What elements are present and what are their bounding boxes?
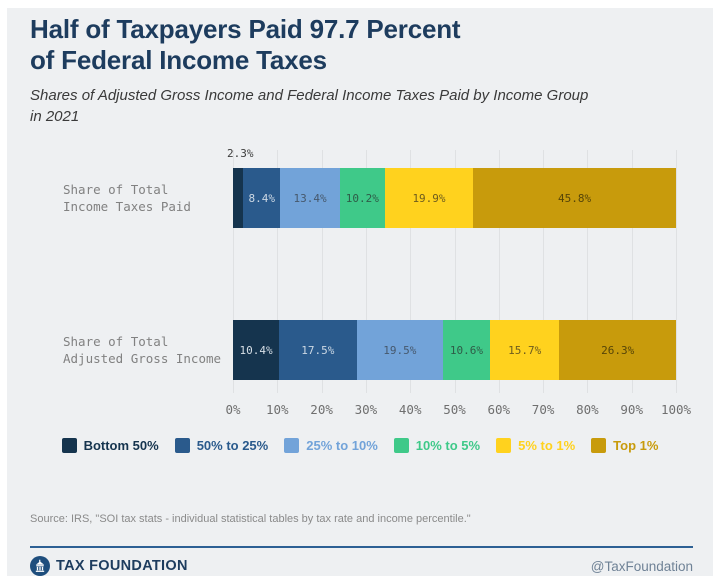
segment-value-label: 26.3% (601, 343, 635, 357)
gridline (631, 150, 633, 393)
gridline (676, 150, 677, 393)
segment-value-label: 13.4% (293, 191, 327, 205)
bar-segment: 45.8% (473, 168, 676, 228)
legend-label: 10% to 5% (415, 438, 481, 453)
gridline (410, 150, 412, 393)
bar-segment: 17.5% (279, 320, 357, 380)
footer: TAX FOUNDATION @TaxFoundation (30, 553, 693, 576)
gridline (454, 150, 456, 393)
bar-segment: 19.9% (384, 168, 474, 228)
x-axis-tick-label: 70% (531, 402, 555, 417)
x-axis-tick-label: 40% (398, 402, 422, 417)
x-axis-tick-label: 60% (487, 402, 511, 417)
x-axis-tick-label: 80% (576, 402, 599, 417)
bar-segment (233, 168, 244, 228)
twitter-handle: @TaxFoundation (590, 558, 693, 574)
legend-label: Bottom 50% (83, 438, 159, 453)
legend-label: 50% to 25% (196, 438, 269, 453)
legend-swatch (591, 438, 607, 453)
bar-segment: 8.4% (243, 168, 281, 228)
gridline (277, 150, 279, 393)
legend-item: 5% to 1% (496, 438, 575, 453)
bar-segment: 15.7% (489, 320, 560, 380)
chart-subtitle: Shares of Adjusted Gross Income and Fede… (30, 87, 589, 125)
x-axis-tick-label: 10% (266, 402, 289, 417)
segment-value-label: 19.5% (383, 343, 417, 357)
gridline (543, 150, 545, 393)
bar-segment: 26.3% (559, 320, 676, 380)
bar-segment: 10.4% (233, 320, 280, 380)
legend-label: Top 1% (613, 438, 659, 453)
segment-value-label: 19.9% (412, 191, 446, 205)
x-axis-tick-label: 90% (620, 402, 643, 417)
infographic-card: Half of Taxpayers Paid 97.7 Percent of F… (7, 8, 713, 576)
gridline (498, 150, 500, 393)
brand-name: TAX FOUNDATION (56, 558, 188, 574)
legend-item: 10% to 5% (393, 438, 481, 453)
gridline (321, 150, 323, 393)
segment-value-label: 45.8% (557, 191, 592, 205)
legend-item: 25% to 10% (284, 438, 378, 453)
x-axis-tick-label: 100% (660, 402, 692, 417)
segment-value-label: 15.7% (508, 343, 542, 357)
gridline (587, 150, 589, 393)
category-label: Share of Total Adjusted Gross Income (63, 334, 222, 366)
legend-item: 50% to 25% (174, 438, 269, 453)
source-note: Source: IRS, "SOI tax stats - individual… (30, 513, 471, 525)
segment-value-label: 10.4% (239, 343, 273, 357)
x-axis-tick-label: 20% (310, 402, 333, 417)
legend-swatch (393, 438, 409, 453)
legend-swatch (284, 438, 300, 453)
chart-legend: Bottom 50% 50% to 25% 25% to 10% 10% to 5% 5… (7, 438, 713, 453)
gridline (233, 150, 234, 393)
chart-title: Half of Taxpayers Paid 97.7 Percent of F… (30, 14, 461, 75)
gridline (365, 150, 367, 393)
legend-label: 25% to 10% (306, 438, 378, 453)
bar-row: 10.4% 17.5% 19.5% 10.6% 15.7% 26.3% (233, 320, 676, 380)
bar-row: 8.4% 13.4% 10.2% 19.9% 45.8% (233, 168, 676, 228)
segment-value-label: 10.2% (345, 191, 379, 205)
x-axis-tick-label: 30% (354, 402, 378, 417)
stacked-bar-chart: 0% 10% 20% 30% 40% 50% 60% 70% 80% 90% 100% 2.3% 8.4… (7, 8, 713, 478)
legend-swatch (496, 438, 512, 453)
footer-divider (30, 546, 693, 548)
legend-item: Top 1% (591, 438, 658, 453)
segment-value-label: 8.4% (248, 191, 276, 205)
legend-label: 5% to 1% (518, 438, 576, 453)
segment-value-label-outside: 2.3% (227, 147, 254, 160)
bar-segment: 10.6% (442, 320, 490, 380)
bar-segment: 13.4% (280, 168, 340, 228)
tax-foundation-logo-icon (30, 556, 50, 576)
segment-value-label: 17.5% (301, 343, 335, 357)
legend-item: Bottom 50% (61, 438, 159, 453)
x-axis-tick-label: 0% (225, 402, 241, 417)
x-axis-tick-label: 50% (443, 402, 466, 417)
category-label: Share of Total Income Taxes Paid (63, 182, 191, 214)
bar-segment: 19.5% (356, 320, 443, 380)
legend-swatch (61, 438, 77, 453)
plot-area: 0% 10% 20% 30% 40% 50% 60% 70% 80% 90% 100% 2.3% 8.4… (225, 147, 691, 417)
brand: TAX FOUNDATION (30, 556, 188, 576)
bar-segment: 10.2% (339, 168, 385, 228)
segment-value-label: 10.6% (449, 343, 483, 357)
legend-swatch (174, 438, 190, 453)
